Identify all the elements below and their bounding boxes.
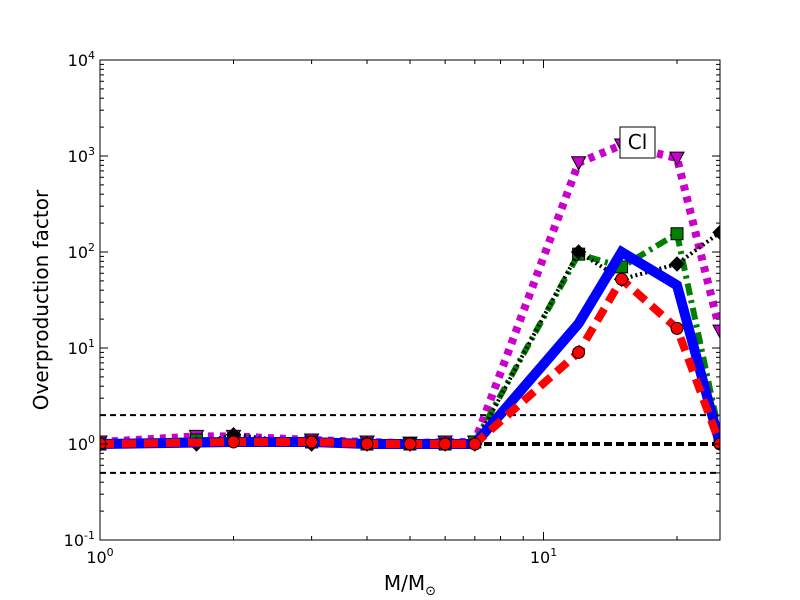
series-4-point-2 — [305, 435, 319, 449]
axis-ticks — [99, 59, 720, 541]
y-tick-label-1: 100 — [68, 433, 95, 454]
annotation-label: Cl — [628, 130, 648, 154]
series-4-point-1 — [227, 435, 241, 449]
x-axis-title: M/M⊙ — [384, 571, 436, 599]
series-0-point-10 — [669, 151, 685, 167]
x-tick-label-0: 100 — [86, 546, 113, 567]
series-4-point-8 — [615, 272, 629, 286]
series-4-point-4 — [403, 437, 417, 451]
y-tick-label-3: 102 — [68, 241, 95, 262]
series-1-point-10 — [670, 227, 684, 241]
series-0-point-8 — [570, 156, 587, 171]
series-layer — [100, 138, 720, 452]
x-axis-title-main: M/M — [384, 571, 425, 595]
series-2-point-10 — [669, 256, 685, 272]
y-tick-label-0: 10-1 — [64, 529, 95, 550]
y-tick-label-4: 103 — [68, 145, 95, 166]
series-4-point-7 — [572, 345, 586, 359]
series-2-point-8 — [570, 244, 587, 260]
x-axis-title-subscript: ⊙ — [425, 584, 436, 599]
series-4-point-3 — [360, 437, 374, 451]
y-tick-label-2: 101 — [68, 337, 95, 358]
y-axis-title: Overproduction factor — [29, 189, 53, 410]
annotation-box — [619, 126, 656, 159]
y-tick-label-5: 104 — [68, 49, 95, 70]
series-4-point-6 — [468, 437, 482, 451]
series-line-4 — [100, 273, 720, 448]
series-2-point-11 — [712, 224, 720, 241]
series-line-2 — [100, 230, 720, 446]
series-4-point-5 — [438, 437, 452, 451]
x-tick-label-1: 101 — [530, 546, 557, 567]
series-4-point-9 — [670, 321, 684, 335]
series-0-point-11 — [712, 324, 720, 340]
annotation: Cl — [619, 126, 656, 159]
